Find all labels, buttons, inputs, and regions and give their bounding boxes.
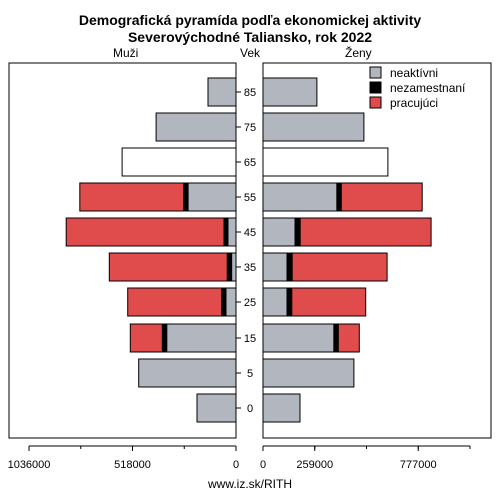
women-bar-inactive-45: [262, 217, 296, 247]
men-bar-inactive-0: [196, 393, 237, 423]
women-bar-unemployed-45: [294, 217, 301, 247]
women-bar-inactive-55: [262, 182, 338, 212]
women-bar-employed-35: [291, 252, 388, 282]
age-label-35: 35: [244, 262, 256, 274]
women-bar-inactive-75: [262, 112, 365, 142]
men-bar-unemployed-55: [183, 182, 189, 212]
women-bar-unemployed-35: [286, 252, 293, 282]
right-label-women: Ženy: [345, 45, 372, 60]
women-plot-frame: [262, 62, 492, 439]
women-bar-employed-55: [340, 182, 423, 212]
chart-title-line2: Severovýchodné Taliansko, rok 2022: [128, 29, 372, 45]
men-plot-frame: [8, 62, 237, 439]
men-bar-unemployed-25: [221, 287, 227, 317]
age-label-5: 5: [247, 368, 253, 380]
women-bar-inactive-0: [262, 393, 301, 423]
women-bar-unemployed-55: [336, 182, 342, 212]
men-bar-employed-35: [108, 252, 228, 282]
women-bar-inactive-25: [262, 287, 288, 317]
women-bar-employed-15: [337, 323, 360, 353]
men-bar-employed-25: [127, 287, 223, 317]
women-bar-inactive-65: [262, 147, 389, 177]
footer-url: www.iz.sk/RITH: [207, 477, 292, 491]
men-bar-inactive-65: [121, 147, 237, 177]
legend-swatch-0: [369, 66, 382, 79]
chart-title-line1: Demografická pyramída podľa ekonomickej …: [79, 12, 422, 28]
women-bar-inactive-35: [262, 252, 288, 282]
men-bar-unemployed-35: [226, 252, 233, 282]
age-label-75: 75: [244, 122, 256, 134]
legend-swatch-2: [369, 96, 382, 109]
women-bar-unemployed-25: [286, 287, 293, 317]
age-label-55: 55: [244, 192, 256, 204]
center-label-age: Vek: [240, 46, 261, 60]
men-bar-unemployed-15: [161, 323, 168, 353]
men-bar-employed-15: [129, 323, 163, 353]
age-label-0: 0: [247, 403, 253, 415]
men-bar-inactive-35: [231, 252, 237, 282]
men-bar-inactive-55: [187, 182, 237, 212]
men-bar-inactive-15: [166, 323, 237, 353]
men-bar-unemployed-45: [223, 217, 229, 247]
men-x-tick-label-1: 518000: [114, 459, 151, 471]
left-label-men: Muži: [113, 46, 138, 60]
women-bar-employed-25: [291, 287, 367, 317]
women-x-tick-label-1: 259000: [296, 459, 333, 471]
plot-area: 0 5 15 25 35 45 55 65 75 85 1036000 518000 0 0 259000 7…: [8, 62, 492, 471]
age-label-25: 25: [244, 297, 256, 309]
women-bar-inactive-5: [262, 358, 355, 388]
women-x-tick-label-2: 777000: [400, 459, 437, 471]
women-bar-inactive-85: [262, 77, 318, 107]
age-label-45: 45: [244, 227, 256, 239]
men-bar-inactive-75: [155, 112, 237, 142]
men-bar-employed-45: [65, 217, 225, 247]
men-x-tick-label-0: 1036000: [8, 459, 51, 471]
legend-label-1: nezamestnaní: [390, 81, 466, 95]
legend-label-0: neaktívni: [390, 66, 438, 80]
women-bar-employed-45: [299, 217, 432, 247]
women-bar-inactive-15: [262, 323, 335, 353]
legend-label-2: pracujúci: [390, 96, 438, 110]
age-label-65: 65: [244, 157, 256, 169]
men-bar-inactive-45: [227, 217, 237, 247]
age-label-15: 15: [244, 333, 256, 345]
men-bar-employed-55: [79, 182, 185, 212]
men-bar-inactive-85: [207, 77, 237, 107]
women-bar-unemployed-15: [333, 323, 339, 353]
women-x-tick-label-0: 0: [260, 459, 266, 471]
men-bar-inactive-5: [138, 358, 237, 388]
men-bar-inactive-25: [225, 287, 237, 317]
men-x-tick-label-2: 0: [233, 459, 239, 471]
age-label-85: 85: [244, 87, 256, 99]
legend-swatch-1: [369, 81, 382, 94]
